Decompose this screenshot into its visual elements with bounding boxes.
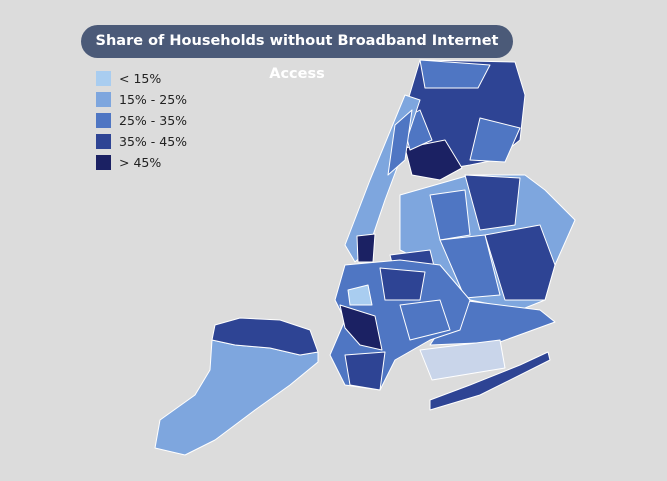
district: [399, 299, 451, 341]
district: [387, 109, 413, 176]
district: [211, 317, 319, 356]
legend-item: > 45%: [96, 152, 187, 173]
legend-label: 35% - 45%: [119, 134, 188, 149]
legend-label: > 45%: [119, 155, 162, 170]
district: [464, 174, 521, 231]
district: [379, 267, 426, 301]
legend-label: 15% - 25%: [119, 92, 188, 107]
legend-item: 35% - 45%: [96, 131, 187, 152]
title: Share of Households without Broadband In…: [81, 25, 513, 82]
district: [356, 233, 376, 263]
district: [419, 59, 491, 89]
district: [339, 304, 383, 351]
legend: < 15% 15% - 25% 25% - 35% 35% - 45% > 45%: [96, 68, 187, 173]
legend-item: 25% - 35%: [96, 110, 187, 131]
legend-label: < 15%: [119, 71, 162, 86]
water: [419, 339, 506, 381]
legend-swatch: [96, 92, 111, 107]
legend-label: 25% - 35%: [119, 113, 188, 128]
legend-swatch: [96, 71, 111, 86]
district: [484, 224, 556, 301]
legend-swatch: [96, 134, 111, 149]
legend-item: 15% - 25%: [96, 89, 187, 110]
legend-item: < 15%: [96, 68, 187, 89]
district: [439, 234, 501, 299]
district: [429, 189, 471, 241]
district: [154, 339, 319, 456]
district: [404, 139, 463, 181]
legend-swatch: [96, 155, 111, 170]
district: [344, 351, 386, 391]
legend-swatch: [96, 113, 111, 128]
district: [429, 351, 551, 411]
district: [469, 117, 521, 163]
district: [347, 284, 373, 306]
